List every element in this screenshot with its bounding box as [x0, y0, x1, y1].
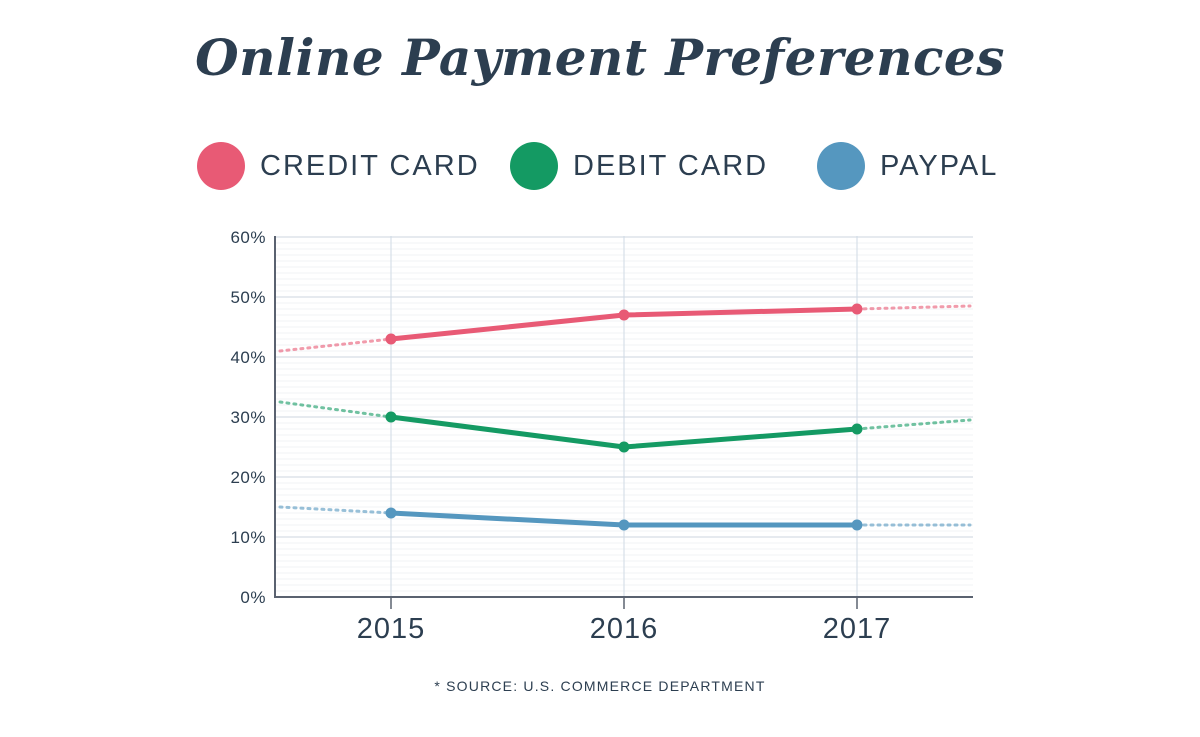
y-tick-label: 40% [230, 348, 266, 367]
data-point [851, 519, 863, 531]
legend-item-debit-card: DEBIT CARD [510, 141, 768, 191]
legend-label: CREDIT CARD [260, 149, 480, 182]
trend-line-right [855, 418, 972, 431]
legend-label: DEBIT CARD [573, 149, 769, 182]
x-axis-ticks: 2015 2016 2017 [357, 597, 892, 645]
source-note: * SOURCE: U.S. COMMERCE DEPARTMENT [434, 678, 766, 694]
debit-card-swatch-icon [510, 142, 558, 190]
legend-label: PAYPAL [880, 149, 999, 182]
y-axis-ticks: 0% 10% 20% 30% 40% 50% 60% [230, 228, 266, 607]
series-paypal [278, 505, 972, 531]
data-series [278, 303, 972, 531]
x-tick-label: 2015 [357, 613, 426, 645]
data-point [618, 309, 630, 321]
y-tick-label: 50% [230, 288, 266, 307]
data-point [385, 333, 397, 345]
credit-card-swatch-icon [197, 142, 245, 190]
series-credit-card [278, 303, 972, 353]
legend-item-credit-card: CREDIT CARD [197, 141, 480, 191]
trend-line-left [278, 505, 393, 515]
x-tick-label: 2016 [590, 613, 659, 645]
data-point [851, 423, 863, 435]
paypal-swatch-icon [817, 142, 865, 190]
data-point [851, 303, 863, 315]
legend-item-paypal: PAYPAL [817, 141, 998, 191]
data-point [385, 507, 397, 519]
y-tick-label: 10% [230, 528, 266, 547]
series-debit-card [278, 400, 972, 453]
trend-line-left [278, 400, 393, 419]
x-tick-label: 2017 [823, 613, 892, 645]
y-tick-label: 20% [230, 468, 266, 487]
y-tick-label: 30% [230, 408, 266, 427]
trend-line-left [278, 337, 393, 353]
chart-title: Online Payment Preferences [195, 28, 1005, 87]
data-point [618, 441, 630, 453]
y-tick-label: 60% [230, 228, 266, 247]
data-point [618, 519, 630, 531]
data-point [385, 411, 397, 423]
trend-line-right [855, 304, 972, 311]
legend: CREDIT CARD DEBIT CARD PAYPAL [0, 141, 1200, 191]
y-tick-label: 0% [240, 588, 266, 607]
